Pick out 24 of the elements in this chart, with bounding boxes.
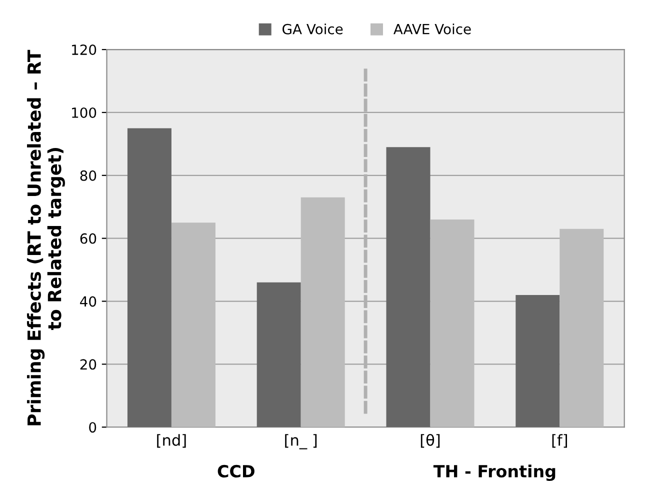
- y-tick-label: 40: [80, 296, 96, 307]
- text: TH - Fronting: [433, 464, 556, 481]
- bar: [386, 147, 430, 428]
- x-tick-label: [nd]: [157, 434, 186, 448]
- y-tick-label: 0: [89, 422, 96, 433]
- y-tick-label: 60: [80, 233, 96, 244]
- y-tick-label: 100: [72, 107, 96, 118]
- x-tick-label: [θ]: [420, 434, 440, 448]
- bar: [516, 294, 560, 428]
- bar: [300, 197, 345, 428]
- bar: [560, 228, 604, 428]
- bar: [127, 128, 172, 428]
- text: CCD: [218, 464, 254, 478]
- legend-label: GA Voice: [282, 24, 343, 34]
- y-tick-label: 20: [80, 359, 96, 370]
- x-tick-label: [n_ ]: [285, 434, 317, 450]
- y-tick-label: 80: [80, 170, 96, 181]
- bar: [256, 282, 301, 428]
- x-tick-label: [f]: [552, 434, 567, 448]
- y-tick-label: 120: [72, 44, 96, 56]
- bar: [430, 219, 474, 428]
- y-axis-title: Priming Effects (RT to Unrelated – RT to Related target): [26, 50, 65, 426]
- legend-label: AAVE Voice: [394, 24, 471, 34]
- bar: [171, 222, 216, 428]
